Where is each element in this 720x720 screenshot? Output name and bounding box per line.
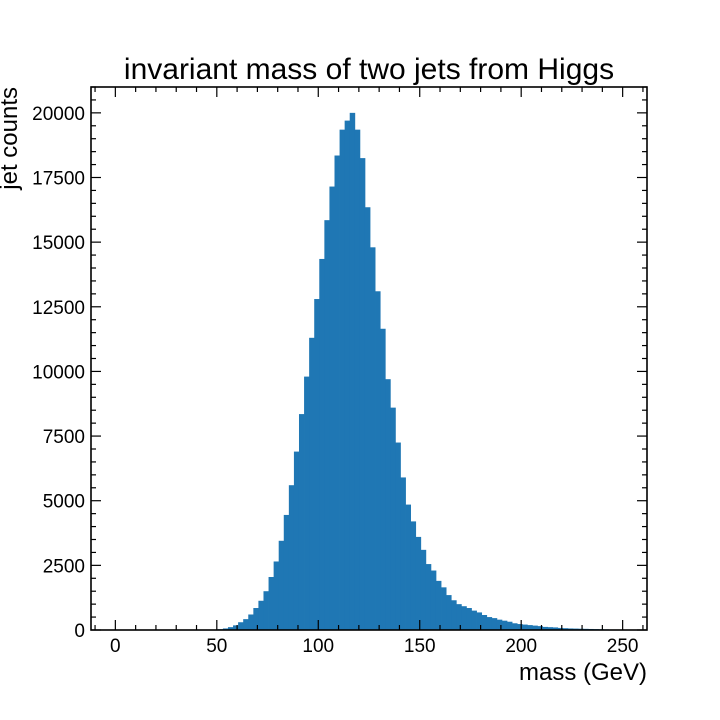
y-axis-label: jet counts	[0, 87, 23, 191]
histogram-bar	[430, 570, 437, 630]
histogram-bar	[344, 120, 351, 631]
histogram-bar	[506, 621, 513, 630]
x-tick-label: 100	[302, 636, 334, 657]
x-axis-label: mass (GeV)	[519, 659, 647, 686]
histogram-bar	[446, 595, 452, 630]
histogram-bar	[268, 576, 275, 630]
x-tick-label: 200	[505, 636, 537, 657]
histogram-bar	[263, 591, 269, 630]
histogram-bar	[385, 379, 391, 630]
y-tick-label: 15000	[32, 233, 85, 254]
histogram-bar	[293, 451, 300, 630]
histogram-bar	[405, 504, 411, 630]
histogram-bars	[212, 112, 645, 631]
x-tick-label: 150	[404, 636, 436, 657]
histogram-bar	[400, 477, 406, 630]
histogram-bar	[501, 620, 508, 630]
histogram-bar	[278, 540, 285, 630]
histogram-bar	[435, 580, 442, 630]
histogram-bar	[557, 627, 564, 630]
histogram-bar	[481, 615, 488, 630]
histogram-bar	[329, 186, 335, 631]
histogram-bar	[319, 258, 325, 630]
y-tick-label: 0	[74, 621, 85, 642]
histogram-bar	[304, 376, 310, 630]
histogram-bar	[364, 207, 371, 631]
plot-frame	[90, 86, 648, 631]
chart-title: invariant mass of two jets from Higgs	[124, 53, 614, 86]
histogram-bar	[466, 608, 472, 630]
y-tick-label: 5000	[43, 492, 85, 513]
y-tick-label: 12500	[32, 298, 85, 319]
histogram-bar	[243, 619, 249, 630]
histogram-bar	[359, 158, 366, 631]
histogram-bar	[441, 587, 447, 630]
y-tick-label: 20000	[32, 104, 85, 125]
histogram-bar	[314, 299, 320, 630]
histogram-bar	[370, 247, 376, 630]
y-tick-label: 7500	[43, 427, 85, 448]
histogram-bar	[456, 604, 462, 630]
histogram-bar	[334, 155, 340, 630]
histogram-bar	[309, 337, 315, 630]
histogram-bar	[491, 618, 498, 630]
histogram-bar	[537, 626, 543, 630]
y-tick-labels: 0 2500 5000 7500 10000 12500 15000 17500 20000	[32, 104, 85, 642]
histogram-bar	[238, 622, 244, 630]
histogram-bar	[552, 627, 559, 630]
histogram-bar	[415, 536, 422, 630]
histogram-bar	[527, 625, 533, 630]
histogram-bar	[298, 414, 305, 630]
histogram-bar	[425, 564, 432, 630]
y-tick-label: 17500	[32, 169, 85, 190]
histogram-bar	[349, 112, 356, 631]
histogram-bar	[395, 442, 401, 630]
histogram-bar	[339, 129, 346, 630]
histogram-bar	[461, 606, 467, 630]
x-tick-label: 50	[206, 636, 227, 657]
histogram-bar	[273, 561, 280, 630]
histogram-bar	[512, 623, 518, 630]
axis-ticks	[91, 86, 647, 631]
histogram-bar	[420, 549, 427, 630]
histogram-bar	[248, 614, 254, 630]
y-tick-label: 10000	[32, 362, 85, 383]
x-tick-labels: 0 50 100 150 200 250	[110, 636, 638, 657]
histogram-bar	[517, 624, 523, 630]
histogram-bar	[390, 407, 396, 630]
histogram-bar	[451, 600, 457, 630]
histogram-bar	[532, 625, 538, 630]
histogram-bar	[522, 624, 528, 630]
histogram-bar	[476, 612, 483, 630]
histogram-bar	[380, 328, 386, 630]
histogram-bar	[547, 627, 554, 630]
histogram-bar	[324, 220, 330, 630]
histogram-bar	[283, 514, 290, 630]
histogram-bar	[486, 617, 493, 630]
histogram-bar	[288, 485, 295, 630]
histogram-bar	[253, 608, 259, 630]
histogram-bar	[233, 625, 239, 630]
histogram-bar	[354, 129, 361, 630]
histogram-bar	[542, 626, 548, 630]
histogram-bar	[496, 619, 503, 630]
y-tick-label: 2500	[43, 556, 85, 577]
histogram-bar	[227, 627, 234, 630]
x-tick-label: 250	[607, 636, 639, 657]
histogram-bar	[410, 521, 417, 630]
x-tick-label: 0	[110, 636, 121, 657]
histogram-bar	[375, 291, 381, 630]
histogram-bar	[562, 628, 569, 630]
histogram-bar	[471, 610, 477, 630]
histogram-bar	[258, 600, 264, 630]
